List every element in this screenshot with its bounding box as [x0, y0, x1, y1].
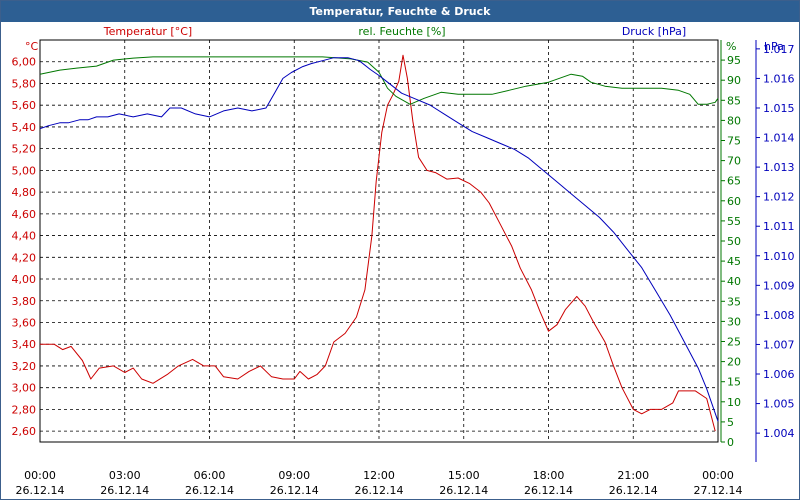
humidity-tick-label: 10 — [727, 396, 741, 409]
humidity-tick-label: 50 — [727, 235, 741, 248]
temperature-tick-label: 3,00 — [12, 382, 37, 395]
pressure-tick-label: 1.016 — [763, 72, 795, 85]
pressure-tick-label: 1.013 — [763, 161, 795, 174]
temperature-tick-label: 5,80 — [12, 77, 37, 90]
humidity-tick-label: 40 — [727, 275, 741, 288]
humidity-tick-label: 25 — [727, 336, 741, 349]
temperature-tick-label: 3,20 — [12, 360, 37, 373]
humidity-tick-label: 65 — [727, 175, 741, 188]
x-tick-date: 26.12.14 — [609, 484, 658, 497]
temperature-tick-label: 2,60 — [12, 425, 37, 438]
temperature-unit-label: °C — [25, 40, 39, 53]
x-tick-time: 03:00 — [109, 469, 141, 482]
temperature-tick-label: 6,00 — [12, 56, 37, 69]
x-tick-time: 00:00 — [24, 469, 56, 482]
temperature-axis-label: Temperatur [°C] — [103, 25, 192, 38]
humidity-tick-label: 55 — [727, 215, 741, 228]
humidity-tick-label: 60 — [727, 195, 741, 208]
pressure-tick-label: 1.014 — [763, 132, 795, 145]
pressure-axis-label: Druck [hPa] — [622, 25, 686, 38]
temperature-tick-label: 5,60 — [12, 99, 37, 112]
temperature-tick-label: 4,00 — [12, 273, 37, 286]
pressure-tick-label: 1.004 — [763, 427, 795, 440]
pressure-tick-label: 1.015 — [763, 102, 795, 115]
x-tick-time: 09:00 — [278, 469, 310, 482]
pressure-tick-label: 1.011 — [763, 220, 795, 233]
pressure-series-line — [39, 57, 719, 422]
temperature-series-line — [40, 54, 716, 432]
humidity-tick-label: 45 — [727, 255, 741, 268]
x-tick-time: 00:00 — [702, 469, 734, 482]
humidity-tick-label: 80 — [727, 114, 741, 127]
x-tick-date: 26.12.14 — [185, 484, 234, 497]
x-tick-date: 26.12.14 — [270, 484, 319, 497]
humidity-tick-label: 35 — [727, 295, 741, 308]
temperature-tick-label: 3,80 — [12, 295, 37, 308]
temperature-tick-label: 3,40 — [12, 338, 37, 351]
pressure-tick-label: 1.006 — [763, 368, 795, 381]
temperature-tick-label: 5,20 — [12, 143, 37, 156]
humidity-axis-label: rel. Feuchte [%] — [358, 25, 445, 38]
x-tick-time: 12:00 — [363, 469, 395, 482]
pressure-tick-label: 1.009 — [763, 279, 795, 292]
x-tick-time: 15:00 — [448, 469, 480, 482]
pressure-tick-label: 1.012 — [763, 191, 795, 204]
pressure-tick-label: 1.010 — [763, 250, 795, 263]
temperature-tick-label: 4,80 — [12, 186, 37, 199]
humidity-tick-label: 5 — [727, 416, 734, 429]
temperature-tick-label: 2,80 — [12, 403, 37, 416]
chart-title: Temperatur, Feuchte & Druck — [1, 1, 799, 22]
x-tick-time: 18:00 — [533, 469, 565, 482]
pressure-tick-label: 1.007 — [763, 338, 795, 351]
humidity-tick-label: 15 — [727, 376, 741, 389]
x-tick-date: 26.12.14 — [439, 484, 488, 497]
humidity-tick-label: 70 — [727, 155, 741, 168]
x-tick-time: 06:00 — [194, 469, 226, 482]
humidity-tick-label: 75 — [727, 135, 741, 148]
x-tick-date: 26.12.14 — [524, 484, 573, 497]
pressure-tick-label: 1.008 — [763, 309, 795, 322]
humidity-series-line — [39, 56, 719, 105]
temperature-tick-label: 4,40 — [12, 230, 37, 243]
humidity-unit-label: % — [726, 40, 736, 53]
x-tick-date: 27.12.14 — [694, 484, 743, 497]
temperature-tick-label: 4,60 — [12, 208, 37, 221]
pressure-tick-label: 1.005 — [763, 398, 795, 411]
x-tick-date: 26.12.14 — [355, 484, 404, 497]
humidity-tick-label: 30 — [727, 315, 741, 328]
temperature-tick-label: 3,60 — [12, 316, 37, 329]
humidity-tick-label: 20 — [727, 356, 741, 369]
x-tick-time: 21:00 — [617, 469, 649, 482]
pressure-tick-label: 1.017 — [763, 43, 795, 56]
humidity-tick-label: 95 — [727, 54, 741, 67]
humidity-tick-label: 90 — [727, 74, 741, 87]
temperature-tick-label: 4,20 — [12, 251, 37, 264]
temperature-tick-label: 5,00 — [12, 164, 37, 177]
temperature-tick-label: 5,40 — [12, 121, 37, 134]
humidity-tick-label: 0 — [727, 436, 734, 449]
pressure-unit-label: hPa — [764, 40, 784, 53]
humidity-tick-label: 85 — [727, 94, 741, 107]
x-tick-date: 26.12.14 — [100, 484, 149, 497]
x-tick-date: 26.12.14 — [16, 484, 65, 497]
